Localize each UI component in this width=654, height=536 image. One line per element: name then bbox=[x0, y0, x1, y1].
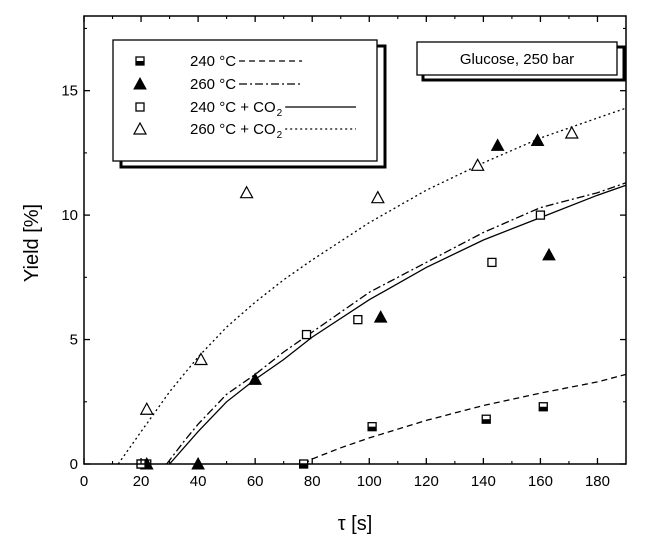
legend-entry-3: 240 °C + CO 2 bbox=[135, 99, 356, 119]
legend-label-2: 260 °C bbox=[190, 76, 236, 93]
annotation-text: Glucose, 250 bar bbox=[460, 51, 574, 68]
x-tick-label-100: 100 bbox=[357, 473, 382, 490]
legend-label-subscript-3: 2 bbox=[277, 108, 283, 119]
series-2-point-4 bbox=[373, 310, 388, 323]
x-tick-label-60: 60 bbox=[247, 473, 264, 490]
series-2-point-5 bbox=[490, 138, 505, 151]
annotation: Glucose, 250 bar bbox=[416, 41, 626, 82]
series-4-point-6 bbox=[564, 125, 579, 139]
series-2-point-7 bbox=[542, 247, 556, 261]
y-tick-label-0: 0 bbox=[70, 456, 78, 473]
legend-entry-1: 240 °C bbox=[135, 53, 302, 70]
series-4-point-1 bbox=[139, 401, 154, 415]
legend-label-3: 240 °C + CO bbox=[190, 99, 276, 116]
series-1-point-4 bbox=[367, 422, 377, 432]
series-4-point-3 bbox=[239, 185, 254, 199]
series-2-fit-curve bbox=[166, 182, 627, 465]
legend-marker-1 bbox=[135, 56, 145, 66]
y-axis-title: Yield [%] bbox=[21, 204, 43, 282]
plot-area-frame bbox=[83, 15, 627, 465]
y-tick-label-15: 15 bbox=[61, 83, 78, 100]
series-1-point-5 bbox=[481, 414, 491, 424]
annotation-box bbox=[416, 41, 618, 76]
legend-entry-4: 260 °C + CO 2 bbox=[132, 121, 356, 141]
series-4-point-2 bbox=[193, 352, 208, 366]
axis-ticks: 0 20 40 60 80 100 120 140 160 180 0 5 10 15 bbox=[61, 16, 626, 490]
x-tick-label-20: 20 bbox=[133, 473, 150, 490]
series-3-point-3 bbox=[353, 314, 363, 325]
legend-marker-4 bbox=[132, 121, 148, 135]
fit-curves bbox=[117, 107, 627, 465]
x-tick-label-40: 40 bbox=[190, 473, 207, 490]
x-tick-label-140: 140 bbox=[471, 473, 496, 490]
legend-marker-2 bbox=[133, 76, 147, 90]
series-3-point-2 bbox=[301, 329, 312, 340]
legend-label-1: 240 °C bbox=[190, 53, 236, 70]
series-4-fit-curve bbox=[117, 107, 627, 465]
legend-label-4: 260 °C + CO bbox=[190, 121, 276, 138]
legend-entry-2: 260 °C bbox=[133, 76, 302, 93]
x-tick-label-160: 160 bbox=[528, 473, 553, 490]
x-axis-title: τ [s] bbox=[338, 513, 373, 535]
series-2-point-3 bbox=[248, 372, 263, 385]
legend-marker-3 bbox=[135, 102, 145, 112]
x-tick-label-180: 180 bbox=[585, 473, 610, 490]
y-tick-label-5: 5 bbox=[70, 332, 78, 349]
series-4-point-4 bbox=[370, 190, 385, 204]
series-1-fit-curve bbox=[303, 373, 627, 465]
series-3-point-4 bbox=[487, 257, 497, 268]
series-4-point-5 bbox=[470, 158, 485, 171]
x-tick-label-120: 120 bbox=[414, 473, 439, 490]
x-tick-label-0: 0 bbox=[80, 473, 88, 490]
legend-label-subscript-4: 2 bbox=[277, 130, 283, 141]
x-tick-label-80: 80 bbox=[304, 473, 321, 490]
series-1-point-6 bbox=[538, 402, 548, 412]
y-tick-label-10: 10 bbox=[61, 207, 78, 224]
series-3-fit-curve bbox=[169, 184, 627, 465]
series-3-point-5 bbox=[535, 210, 546, 220]
series-2-point-6 bbox=[530, 133, 545, 146]
legend-box bbox=[112, 39, 378, 162]
data-markers bbox=[136, 125, 579, 470]
